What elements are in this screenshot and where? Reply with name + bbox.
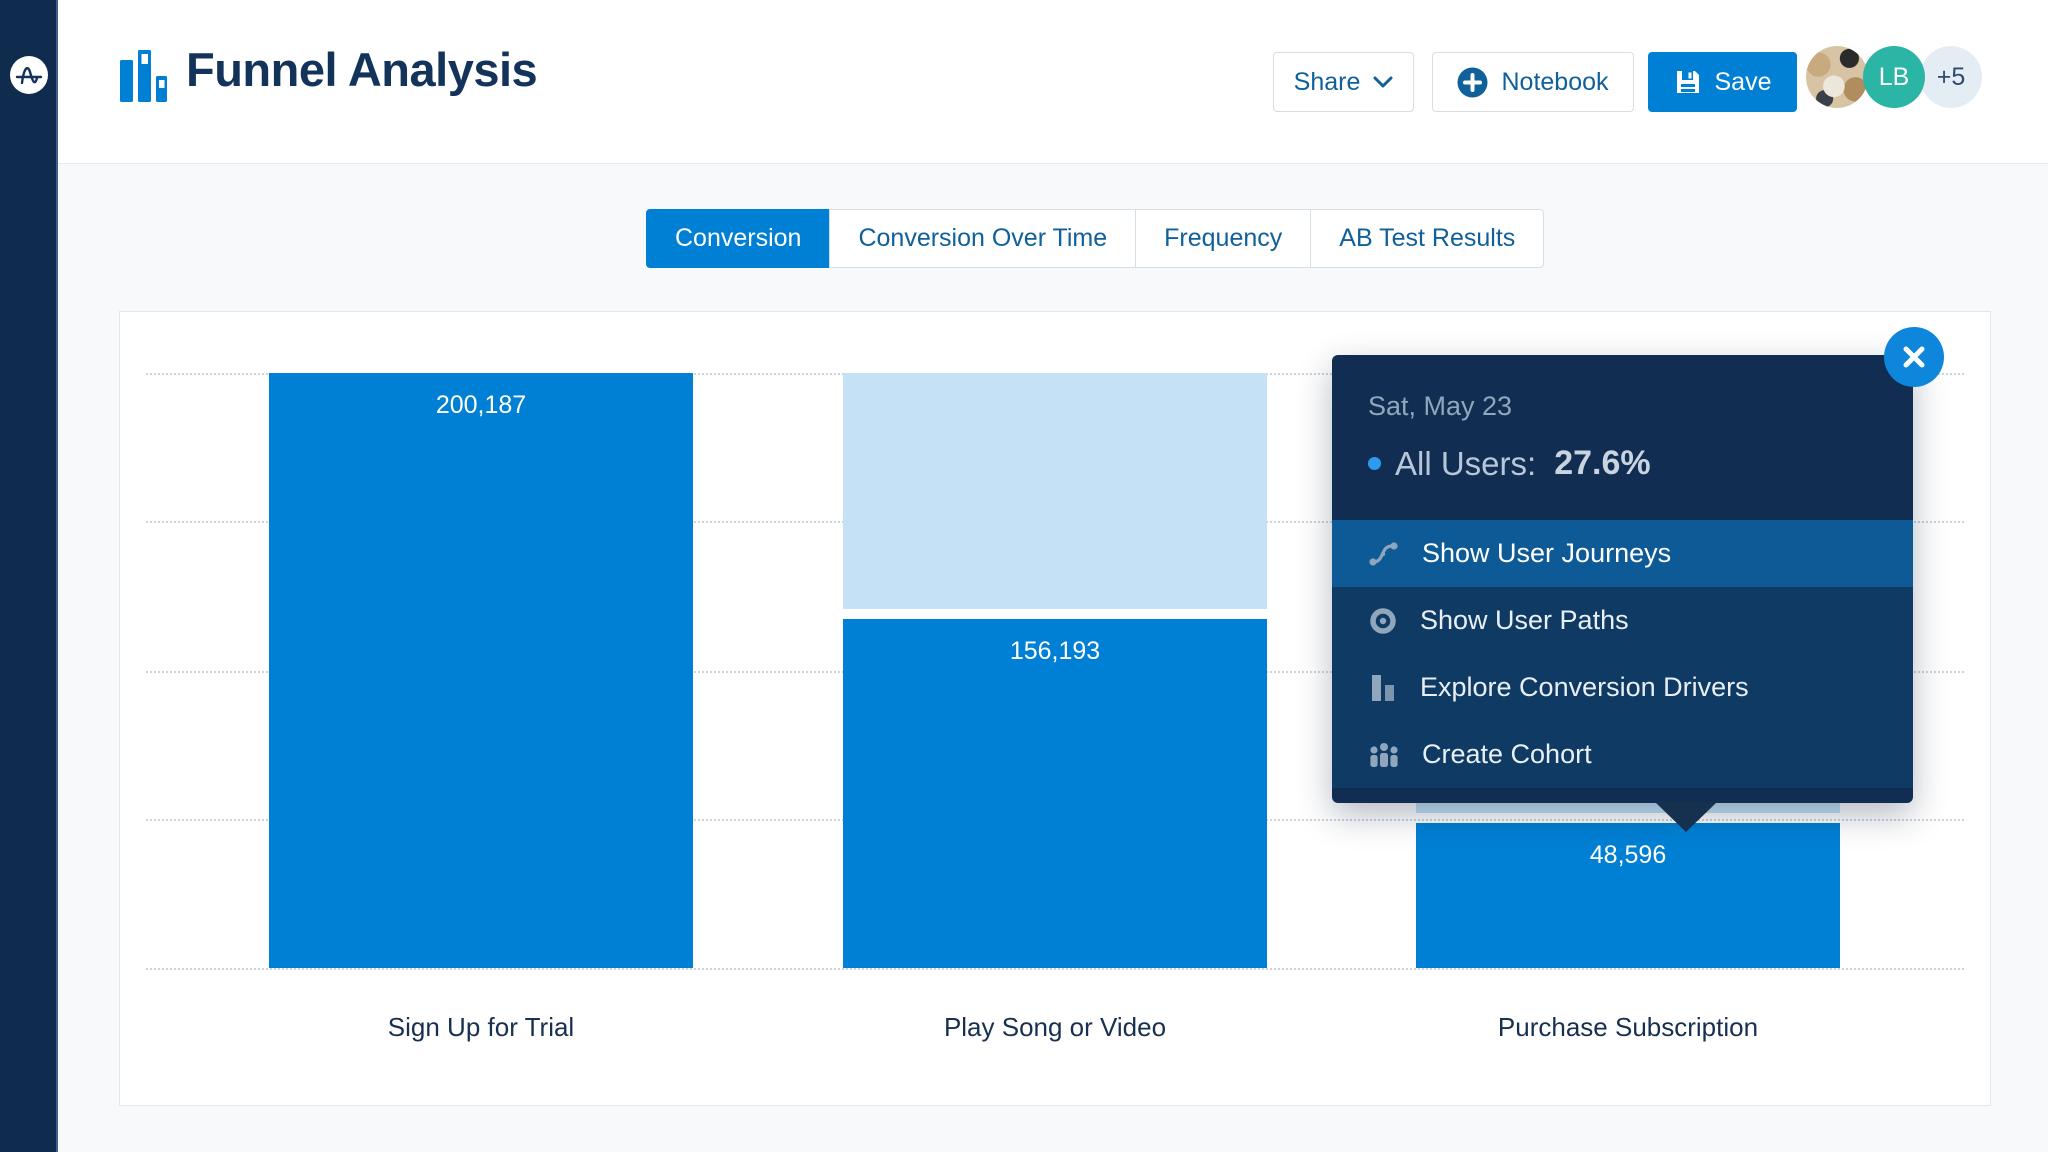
user-paths-icon bbox=[1368, 606, 1398, 636]
page-title: Funnel Analysis bbox=[186, 43, 538, 96]
chart-view-tabs: Conversion Conversion Over Time Frequenc… bbox=[646, 209, 1545, 268]
tooltip-conversion-value: 27.6% bbox=[1554, 444, 1651, 482]
funnel-chart-icon bbox=[120, 50, 167, 102]
close-icon bbox=[1903, 346, 1925, 368]
bar-value-label: 156,193 bbox=[1009, 637, 1101, 665]
save-button[interactable]: Save bbox=[1648, 52, 1797, 112]
main-content: Conversion Conversion Over Time Frequenc… bbox=[58, 164, 2048, 1152]
tooltip-header: Sat, May 23 All Users: 27.6% bbox=[1332, 355, 1913, 520]
tab-ab-test-results[interactable]: AB Test Results bbox=[1310, 209, 1545, 268]
conversion-drivers-icon bbox=[1368, 673, 1398, 703]
tooltip-menu: Show User Journeys Show User Paths bbox=[1332, 520, 1913, 788]
tab-conversion-over-time[interactable]: Conversion Over Time bbox=[829, 209, 1137, 268]
tooltip-series-label: All Users: bbox=[1395, 444, 1537, 482]
x-axis-label-sign-up: Sign Up for Trial bbox=[387, 1012, 575, 1042]
share-button-label: Share bbox=[1293, 67, 1361, 96]
funnel-bar-play-song[interactable]: 156,193 bbox=[843, 619, 1267, 968]
menu-item-label: Show User Paths bbox=[1420, 605, 1629, 635]
menu-item-label: Create Cohort bbox=[1422, 739, 1592, 769]
series-color-dot bbox=[1368, 457, 1381, 470]
bar-value-label: 48,596 bbox=[1589, 841, 1667, 869]
notebook-button-label: Notebook bbox=[1501, 67, 1609, 96]
chart-tooltip: Sat, May 23 All Users: 27.6% Show User J… bbox=[1332, 355, 1913, 803]
gridline bbox=[146, 968, 1964, 970]
tooltip-caret bbox=[1655, 802, 1717, 832]
tab-frequency[interactable]: Frequency bbox=[1135, 209, 1312, 268]
notebook-button[interactable]: Notebook bbox=[1432, 52, 1634, 112]
menu-item-show-user-paths[interactable]: Show User Paths bbox=[1332, 587, 1913, 654]
tooltip-date: Sat, May 23 bbox=[1368, 391, 1513, 421]
amplitude-logo[interactable] bbox=[10, 56, 48, 94]
share-button[interactable]: Share bbox=[1273, 52, 1414, 112]
tooltip-close-button[interactable] bbox=[1884, 327, 1944, 387]
avatar-initials[interactable]: LB bbox=[1863, 46, 1925, 108]
menu-item-explore-conversion-drivers[interactable]: Explore Conversion Drivers bbox=[1332, 654, 1913, 721]
app-header: Funnel Analysis Share Notebook Save LB +… bbox=[58, 0, 2048, 164]
menu-item-show-user-journeys[interactable]: Show User Journeys bbox=[1332, 520, 1913, 587]
amplitude-logo-icon bbox=[15, 66, 43, 85]
funnel-bar-sign-up[interactable]: 200,187 bbox=[269, 373, 693, 968]
create-cohort-icon bbox=[1368, 740, 1400, 770]
chevron-down-icon bbox=[1373, 76, 1393, 87]
plus-circle-icon bbox=[1457, 67, 1488, 97]
x-axis-label-play-song: Play Song or Video bbox=[943, 1012, 1167, 1042]
app-sidebar bbox=[0, 0, 58, 1152]
bar-value-label: 200,187 bbox=[435, 391, 527, 419]
user-journeys-icon bbox=[1368, 539, 1400, 569]
x-axis-label-purchase: Purchase Subscription bbox=[1497, 1012, 1759, 1042]
tooltip-footer bbox=[1332, 788, 1913, 803]
collaborator-avatars: LB +5 bbox=[1806, 46, 1982, 108]
save-icon bbox=[1676, 71, 1699, 93]
menu-item-label: Show User Journeys bbox=[1422, 538, 1672, 568]
avatar-overflow-count[interactable]: +5 bbox=[1920, 46, 1982, 108]
tab-conversion[interactable]: Conversion bbox=[646, 209, 831, 268]
menu-item-label: Explore Conversion Drivers bbox=[1420, 672, 1749, 702]
menu-item-create-cohort[interactable]: Create Cohort bbox=[1332, 721, 1913, 788]
save-button-label: Save bbox=[1714, 67, 1772, 96]
avatar-photo[interactable] bbox=[1806, 46, 1868, 108]
funnel-bar-purchase[interactable]: 48,596 bbox=[1416, 823, 1840, 968]
funnel-ghost-bar-play-song[interactable] bbox=[843, 373, 1267, 609]
